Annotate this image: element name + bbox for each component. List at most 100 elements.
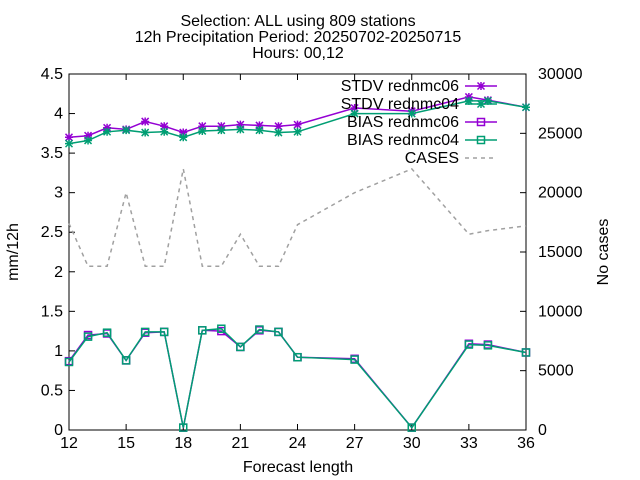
series-bias-rednmc04-point xyxy=(483,341,493,350)
x-tick-label: 15 xyxy=(117,435,135,452)
series-stdv-rednmc04-point xyxy=(407,109,416,118)
series-stdv-rednmc06-point xyxy=(350,103,359,113)
y-tick-label: 2 xyxy=(54,264,63,281)
y2-tick-label: 5000 xyxy=(538,363,574,380)
series-stdv-rednmc06-point xyxy=(293,120,302,129)
x-tick-label: 30 xyxy=(403,435,421,452)
y-tick-label: 4 xyxy=(54,106,63,123)
series-stdv-rednmc04-point xyxy=(64,139,74,148)
legend-bias-rednmc06-label: BIAS rednmc06 xyxy=(347,114,459,131)
series-bias-rednmc04-point xyxy=(83,332,93,341)
series-stdv-rednmc06-point xyxy=(236,120,245,129)
series-bias-rednmc04-point xyxy=(179,423,188,432)
x-tick-label: 33 xyxy=(460,435,478,452)
series-stdv-rednmc04-point xyxy=(122,126,131,135)
series-bias-rednmc04-point xyxy=(407,423,416,432)
y2-tick-label: 30000 xyxy=(538,66,583,83)
series-bias-rednmc04-point xyxy=(140,327,150,337)
x-tick-label: 27 xyxy=(346,435,364,452)
series-bias-rednmc04-point xyxy=(236,342,245,352)
legend-bias-rednmc06-marker xyxy=(476,117,486,127)
series-stdv-rednmc04-point xyxy=(198,126,207,135)
legend-stdv-rednmc04-marker xyxy=(476,99,486,109)
plot-layer: 12 15 18 21 24 27 30 33 3600.511.522.533.544.505… xyxy=(41,66,583,452)
series-bias-rednmc04-point xyxy=(464,340,474,349)
series-stdv-rednmc04-point xyxy=(84,136,93,145)
series-cases-line xyxy=(68,168,527,267)
series-stdv-rednmc04-point xyxy=(293,127,302,136)
series-stdv-rednmc04-point xyxy=(464,96,473,105)
series-bias-rednmc04-point xyxy=(64,357,74,367)
series-bias-rednmc06 xyxy=(64,326,531,432)
series-stdv-rednmc04-point xyxy=(160,127,169,136)
series-bias-rednmc04-point xyxy=(159,327,169,337)
series-stdv-rednmc04-point xyxy=(141,128,150,137)
y-tick-label: 3 xyxy=(54,185,63,202)
series-stdv-rednmc04-point xyxy=(179,133,188,142)
series-bias-rednmc04-point xyxy=(198,326,207,335)
series-stdv-rednmc04-point xyxy=(483,96,492,105)
series-stdv-rednmc04-point xyxy=(103,127,112,136)
x-axis: 12 15 18 21 24 27 30 33 36 xyxy=(60,74,535,452)
series-stdv-rednmc06-point xyxy=(198,122,207,131)
x-tick-label: 21 xyxy=(231,435,249,452)
series-bias-rednmc04-point xyxy=(350,355,359,364)
series-stdv-rednmc06-point xyxy=(179,128,188,137)
y-tick-label: 1 xyxy=(54,343,63,360)
legend-stdv-rednmc04-label: STDV rednmc04 xyxy=(341,96,459,113)
x-tick-label: 24 xyxy=(289,435,307,452)
chart-title: Selection: ALL using 809 stations 12h Pr… xyxy=(135,13,462,62)
y-tick-label: 3.5 xyxy=(41,145,63,162)
series-bias-rednmc04-point xyxy=(521,348,531,357)
series-stdv-rednmc04-point xyxy=(236,125,245,134)
series-stdv-rednmc04-point xyxy=(217,126,226,135)
title-line-1: Selection: ALL using 809 stations xyxy=(180,13,415,30)
title-line-3: Hours: 00,12 xyxy=(252,45,344,62)
series-bias-rednmc04-point xyxy=(255,325,264,334)
y-tick-label: 1.5 xyxy=(41,303,63,320)
series-stdv-rednmc06-point xyxy=(84,131,93,140)
legend-cases-label: CASES xyxy=(405,150,459,167)
title-line-2: 12h Precipitation Period: 20250702-20250… xyxy=(135,29,462,46)
series-stdv-rednmc04-point xyxy=(274,128,283,137)
series-bias-rednmc04-point xyxy=(274,327,283,337)
y-axis: 0 0.5 1 1.5 2 2.5 3 3.5 4 4.5 xyxy=(41,66,75,439)
series-stdv-rednmc04-point xyxy=(521,103,531,112)
y2-axis-label: No cases xyxy=(595,219,612,286)
y2-tick-label: 15000 xyxy=(538,244,583,261)
series-stdv-rednmc06-point xyxy=(64,133,74,142)
y2-tick-label: 20000 xyxy=(538,185,583,202)
series-bias-rednmc04 xyxy=(64,324,531,432)
legend-stdv-rednmc06-marker xyxy=(476,81,486,91)
series-bias-rednmc04-point xyxy=(121,356,131,365)
legend-bias-rednmc04-label: BIAS rednmc04 xyxy=(347,132,459,149)
y2-tick-label: 25000 xyxy=(538,125,583,142)
series-stdv-rednmc06-point xyxy=(274,122,283,131)
x-axis-label: Forecast length xyxy=(243,459,353,476)
series-stdv-rednmc04 xyxy=(64,96,531,148)
legend-stdv-rednmc06-label: STDV rednmc06 xyxy=(341,78,459,95)
series-stdv-rednmc04-point xyxy=(350,109,359,118)
x-tick-label: 18 xyxy=(174,435,192,452)
series-bias-rednmc04-line xyxy=(68,327,527,429)
y2-tick-label: 0 xyxy=(538,422,547,439)
series-stdv-rednmc04-point xyxy=(255,126,264,135)
y2-axis: 0 5000 10000 15000 20000 25000 30000 xyxy=(520,66,583,439)
y-tick-label: 2.5 xyxy=(41,224,63,241)
y2-tick-label: 10000 xyxy=(538,303,583,320)
series-bias-rednmc06-line xyxy=(68,329,527,429)
legend-bias-rednmc04-marker xyxy=(476,135,486,145)
x-tick-label: 36 xyxy=(517,435,535,452)
y-tick-label: 4.5 xyxy=(41,66,63,83)
series-bias-rednmc04-point xyxy=(293,352,302,362)
x-tick-label: 12 xyxy=(60,435,78,452)
y-axis-label: mm/12h xyxy=(5,223,22,281)
series-stdv-rednmc06-point xyxy=(141,117,150,126)
y-tick-label: 0 xyxy=(54,422,63,439)
series-bias-rednmc04-point xyxy=(102,328,112,337)
series-bias-rednmc04-point xyxy=(217,324,226,333)
series-stdv-rednmc06-point xyxy=(255,121,264,130)
series-stdv-rednmc06-point xyxy=(160,122,169,131)
